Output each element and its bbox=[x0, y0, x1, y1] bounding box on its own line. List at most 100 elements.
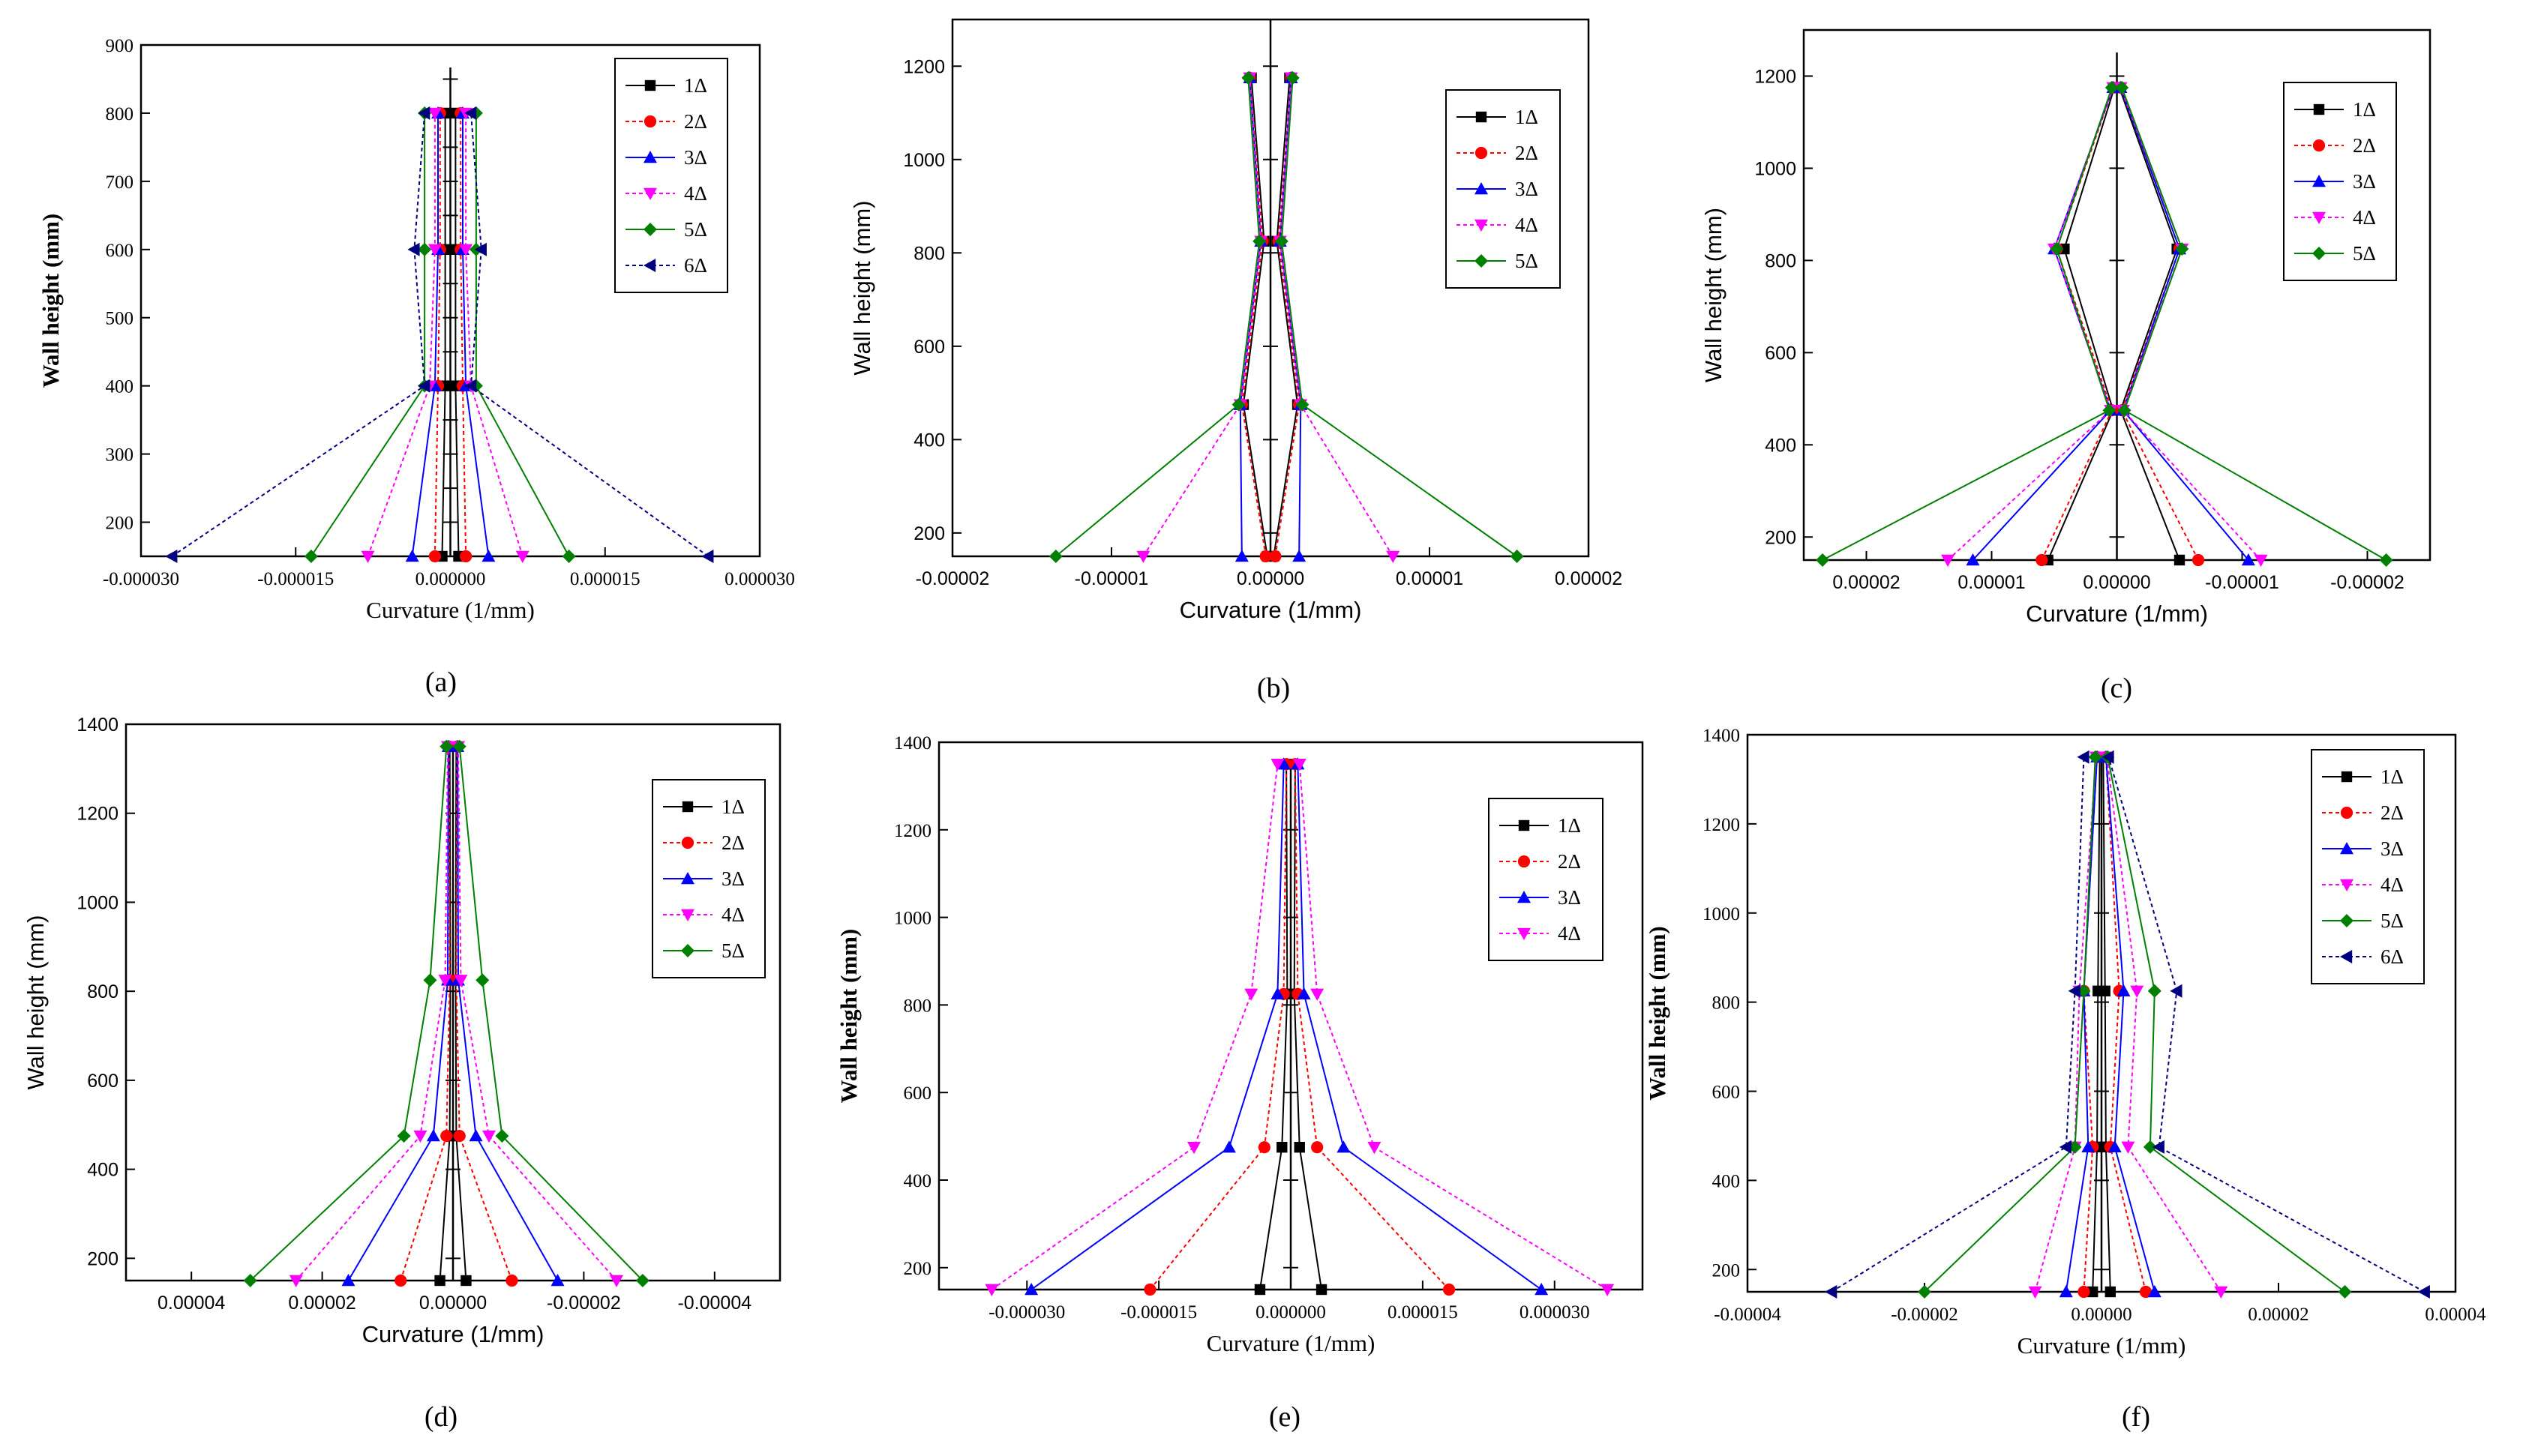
series-line-right bbox=[457, 746, 559, 1281]
legend-marker bbox=[2312, 211, 2326, 224]
y-axis-label: Wall height (mm) bbox=[38, 214, 64, 388]
y-tick-label: 600 bbox=[904, 1083, 932, 1104]
y-tick-label: 400 bbox=[1712, 1171, 1741, 1191]
series-line-right bbox=[455, 746, 513, 1281]
data-point bbox=[2254, 554, 2268, 567]
data-point bbox=[243, 1274, 257, 1287]
data-point bbox=[460, 1275, 472, 1287]
series-line-right bbox=[457, 746, 617, 1281]
series-5 bbox=[1816, 80, 2393, 567]
data-point bbox=[2078, 1285, 2090, 1299]
data-point bbox=[2174, 554, 2186, 566]
series-line-left bbox=[1239, 77, 1262, 557]
y-tick-label: 200 bbox=[904, 1259, 932, 1279]
legend-marker bbox=[1475, 111, 1487, 123]
data-point bbox=[482, 550, 496, 562]
data-point bbox=[428, 107, 442, 120]
x-tick-label: -0.000030 bbox=[103, 569, 179, 589]
x-tick-label: 0.00001 bbox=[1396, 568, 1463, 589]
y-tick-label: 200 bbox=[87, 1248, 118, 1269]
data-point bbox=[1367, 1142, 1382, 1155]
data-point bbox=[1825, 1285, 1838, 1299]
data-point bbox=[1136, 550, 1150, 563]
data-point bbox=[1816, 553, 1830, 567]
x-axis-label: Curvature (1/mm) bbox=[1207, 1330, 1376, 1356]
y-axis-label: Wall height (mm) bbox=[22, 915, 49, 1089]
data-point bbox=[2059, 1285, 2073, 1298]
series-line-right bbox=[462, 112, 490, 557]
y-tick-label: 500 bbox=[106, 309, 134, 329]
series-line-right bbox=[1274, 77, 1300, 557]
legend-label: 4Δ bbox=[2380, 873, 2404, 896]
series-line-right bbox=[465, 112, 524, 557]
data-point bbox=[2104, 80, 2119, 94]
panel-caption-e: (e) bbox=[1268, 1401, 1301, 1433]
y-tick-label: 300 bbox=[106, 445, 134, 466]
panel-caption-f: (f) bbox=[2122, 1401, 2150, 1433]
series-line-left bbox=[347, 746, 449, 1281]
data-point bbox=[1259, 550, 1272, 563]
data-point bbox=[2102, 750, 2114, 764]
series-line-left bbox=[295, 746, 449, 1281]
y-tick-label: 1200 bbox=[76, 804, 118, 825]
series-line-left bbox=[1924, 756, 2096, 1293]
y-tick-label: 200 bbox=[1765, 527, 1796, 548]
data-point bbox=[506, 1274, 518, 1287]
series-line-left bbox=[1055, 77, 1261, 557]
data-point bbox=[1269, 550, 1282, 563]
series-line-right bbox=[2118, 87, 2180, 561]
data-point bbox=[459, 244, 473, 256]
data-point bbox=[2116, 984, 2131, 996]
x-tick-label: -0.00001 bbox=[1075, 568, 1149, 589]
data-point bbox=[2028, 1286, 2042, 1299]
series-2 bbox=[2036, 81, 2205, 567]
legend-label: 5Δ bbox=[2353, 242, 2376, 265]
data-point bbox=[440, 739, 454, 753]
legend-marker bbox=[2340, 806, 2354, 819]
x-tick-label: 0.00002 bbox=[2248, 1305, 2308, 1325]
y-tick-label: 200 bbox=[914, 523, 945, 544]
legend-label: 5Δ bbox=[722, 939, 745, 962]
series-line-left bbox=[1142, 77, 1262, 557]
legend-label: 3Δ bbox=[1515, 178, 1538, 200]
legend-marker bbox=[2312, 247, 2326, 260]
data-point bbox=[482, 1130, 496, 1143]
legend-marker bbox=[681, 944, 694, 957]
data-point bbox=[515, 550, 530, 563]
data-point bbox=[1270, 759, 1285, 771]
chart-panel: -0.000030 -0.000015 0.000000 0.000015 0.0000… bbox=[38, 36, 795, 623]
y-tick-label: 1000 bbox=[903, 150, 945, 171]
data-point bbox=[407, 242, 420, 256]
legend-label: 2Δ bbox=[1558, 850, 1581, 873]
data-point bbox=[1294, 1142, 1305, 1153]
data-point bbox=[2088, 750, 2102, 764]
data-point bbox=[418, 106, 430, 120]
legend-label: 2Δ bbox=[2353, 134, 2376, 157]
series-line-left bbox=[1149, 764, 1288, 1290]
y-axis-label: Wall height (mm) bbox=[849, 200, 875, 375]
data-point bbox=[1252, 234, 1267, 248]
legend-box bbox=[614, 58, 728, 293]
series-5 bbox=[1048, 70, 1524, 563]
chart-panel: -0.000030 -0.000015 0.000000 0.000015 0.0000… bbox=[836, 733, 1644, 1356]
data-point bbox=[2115, 80, 2129, 94]
data-point bbox=[2192, 553, 2205, 567]
data-point bbox=[1276, 757, 1291, 770]
series-line-left bbox=[411, 112, 439, 557]
series-line-left bbox=[249, 746, 448, 1281]
series-3 bbox=[1966, 80, 2255, 566]
y-axis-label: Wall height (mm) bbox=[836, 929, 862, 1104]
data-point bbox=[2241, 553, 2255, 566]
data-point bbox=[2077, 750, 2090, 764]
series-4 bbox=[985, 759, 1615, 1296]
y-tick-label: 1000 bbox=[894, 909, 932, 929]
x-tick-label: 0.00001 bbox=[1958, 572, 2025, 593]
x-tick-label: 0.00002 bbox=[288, 1293, 356, 1314]
data-point bbox=[1966, 553, 1980, 566]
series-line-left bbox=[434, 112, 441, 557]
legend-label: 1Δ bbox=[1515, 106, 1538, 128]
data-point bbox=[1534, 1283, 1549, 1296]
legend-marker bbox=[644, 151, 657, 163]
series-line-left bbox=[1258, 764, 1288, 1290]
y-tick-label: 800 bbox=[1765, 250, 1796, 271]
